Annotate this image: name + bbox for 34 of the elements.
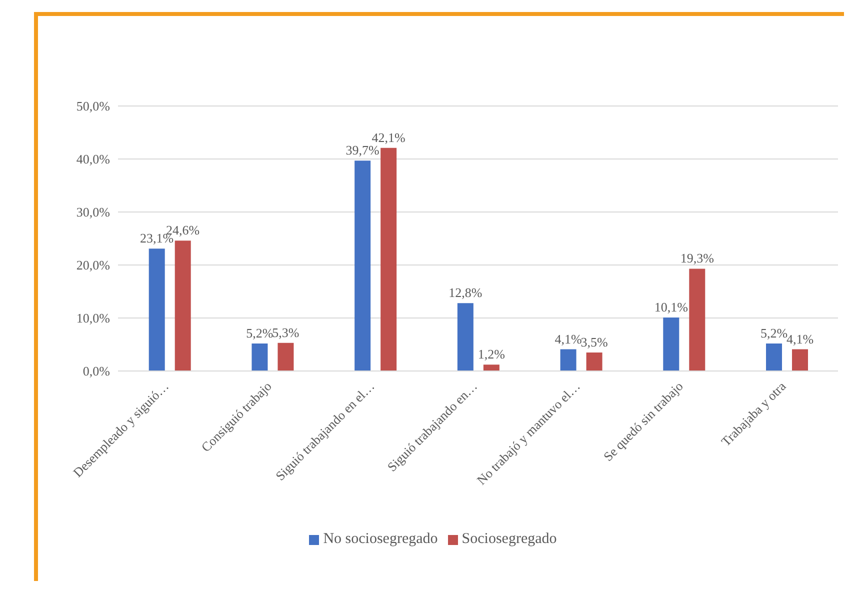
data-label: 3,5% <box>580 334 608 350</box>
data-label: 39,7% <box>346 142 380 158</box>
bar <box>252 343 268 371</box>
y-tick-label: 0,0% <box>82 364 110 379</box>
bar <box>586 352 602 371</box>
y-tick-label: 30,0% <box>76 204 110 220</box>
bar <box>174 240 191 371</box>
bar <box>380 148 397 371</box>
legend-label: Sociosegregado <box>462 531 557 547</box>
data-label: 4,1% <box>554 331 582 346</box>
bar <box>483 364 500 371</box>
legend-label: No sociosegregado <box>323 531 438 547</box>
data-label: 4,1% <box>786 331 814 346</box>
bar <box>766 343 782 371</box>
y-tick-label: 10,0% <box>76 310 110 326</box>
bar <box>689 268 706 371</box>
y-tick-label: 20,0% <box>76 258 110 273</box>
data-label: 10,1% <box>654 299 688 314</box>
data-label: 5,2% <box>760 325 788 340</box>
data-label: 5,3% <box>272 324 300 340</box>
bar <box>663 317 680 371</box>
data-label: 12,8% <box>448 285 482 300</box>
bar <box>560 349 576 371</box>
data-label: 42,1% <box>372 130 406 145</box>
bar <box>457 303 474 371</box>
bar <box>278 342 294 371</box>
y-tick-label: 50,0% <box>76 98 110 114</box>
data-label: 19,3% <box>680 250 714 266</box>
data-label: 5,2% <box>246 325 274 340</box>
bar <box>792 349 808 371</box>
y-tick-label: 40,0% <box>76 152 110 167</box>
bar <box>354 160 371 371</box>
bar <box>148 248 165 371</box>
data-label: 1,2% <box>478 346 506 362</box>
